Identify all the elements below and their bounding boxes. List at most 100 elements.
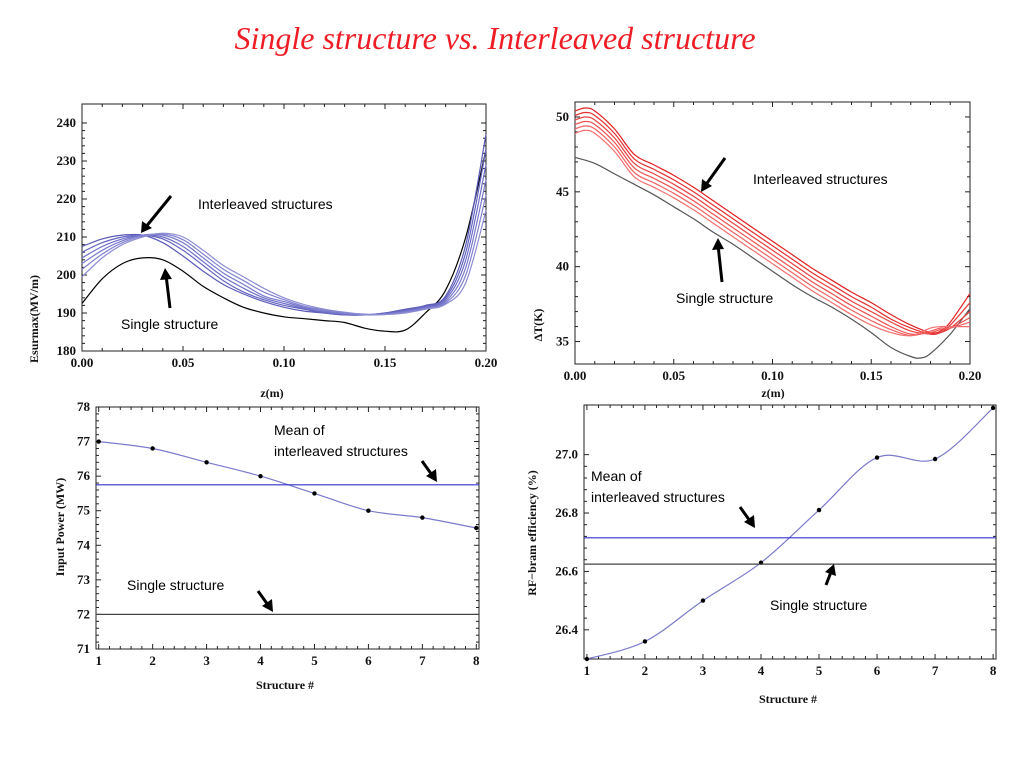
- arrow-single: [824, 571, 833, 586]
- y-tick-label: 71: [77, 641, 90, 656]
- x-axis-label: Structure #: [759, 692, 817, 706]
- series-line-2: [574, 111, 971, 335]
- x-axis-label: Structure #: [256, 678, 314, 692]
- data-point: [420, 515, 425, 520]
- chart-rf-beam-efficiency: 1 2 3 4 5 6 7 8 26.4 26.6 26.8 27.0 Mean of interle…: [525, 404, 997, 706]
- y-tick-label: 35: [556, 334, 570, 349]
- y-tick-label: 72: [77, 606, 90, 621]
- x-tick-label: 5: [816, 663, 823, 678]
- data-point: [874, 455, 880, 460]
- arrow-single: [256, 590, 270, 606]
- y-tick-label: 220: [57, 191, 77, 206]
- x-tick-label: 0.15: [374, 355, 397, 370]
- data-point: [474, 525, 479, 531]
- x-axis-label: z(m): [761, 386, 784, 400]
- x-tick-label: 8: [473, 653, 480, 668]
- y-tick-label: 77: [77, 434, 91, 449]
- y-tick-label: 26.6: [555, 563, 578, 578]
- plot-frame: [95, 406, 480, 650]
- y-axis-label: ΔT(K): [531, 309, 545, 342]
- y-tick-label: 73: [77, 572, 91, 587]
- series-line-6: [81, 210, 487, 316]
- data-point: [312, 491, 317, 496]
- y-tick-label: 230: [57, 153, 77, 168]
- data-point: [816, 507, 822, 513]
- y-axis-label: RF−bram efficiency (%): [525, 470, 539, 595]
- x-tick-label: 0.05: [662, 368, 685, 383]
- data-point: [584, 656, 590, 662]
- plot-frame: [583, 404, 997, 660]
- y-axis-label: Esurmax(MV/m): [27, 275, 41, 363]
- x-tick-label: 6: [365, 653, 372, 668]
- annotation-single: Single structure: [770, 597, 867, 613]
- x-axis-label: z(m): [260, 386, 283, 400]
- series-line-0: [574, 156, 971, 359]
- data-point: [150, 446, 155, 451]
- data-point: [990, 405, 996, 411]
- y-tick-label: 190: [57, 305, 77, 320]
- y-tick-label: 26.4: [555, 622, 578, 637]
- x-tick-label: 1: [584, 663, 591, 678]
- data-point: [932, 456, 938, 462]
- y-tick-label: 26.8: [555, 505, 578, 520]
- annotation-mean-line1: Mean of: [591, 468, 642, 484]
- series-line-0: [586, 407, 994, 660]
- y-tick-label: 240: [57, 115, 77, 130]
- series-line-1: [574, 107, 971, 334]
- page-title: Single structure vs. Interleaved structu…: [234, 20, 756, 56]
- arrow-mean: [738, 506, 752, 522]
- arrowhead-mean: [744, 515, 755, 528]
- y-tick-label: 75: [77, 503, 91, 518]
- arrow-single: [164, 274, 172, 309]
- plot-area: 0.00 0.05 0.10 0.15 0.20 180 190 200 210 220 230 24…: [57, 103, 498, 370]
- x-tick-label: 0.00: [71, 355, 94, 370]
- y-tick-label: 200: [57, 267, 77, 282]
- series-line-6: [574, 129, 970, 337]
- data-point: [96, 439, 101, 444]
- y-tick-label: 50: [556, 109, 569, 124]
- chart-delta-t: 0.00 0.05 0.10 0.15 0.20 35 40 45 50 Interleaved…: [531, 101, 981, 400]
- x-tick-label: 1: [95, 653, 102, 668]
- annotation-single: Single structure: [127, 577, 224, 593]
- x-tick-label: 7: [419, 653, 426, 668]
- y-tick-label: 78: [77, 399, 91, 414]
- x-tick-label: 6: [874, 663, 881, 678]
- series-line-5: [81, 195, 487, 316]
- arrow-mean: [420, 460, 434, 476]
- y-tick-label: 74: [77, 537, 91, 552]
- x-tick-label: 7: [932, 663, 939, 678]
- y-tick-label: 45: [556, 184, 570, 199]
- series-line-1: [81, 134, 487, 316]
- data-point: [204, 460, 209, 465]
- plot-area: 1 2 3 4 5 6 7 8 26.4 26.6 26.8 27.0: [555, 404, 997, 678]
- data-point: [258, 473, 263, 479]
- arrowhead-mean: [426, 469, 437, 482]
- series-line-0: [81, 149, 487, 333]
- y-tick-label: 40: [556, 259, 569, 274]
- data-point: [700, 598, 706, 603]
- series-line-3: [81, 164, 487, 316]
- x-tick-label: 0.10: [761, 368, 784, 383]
- arrow-interleaved: [703, 157, 727, 187]
- y-tick-label: 27.0: [555, 447, 578, 462]
- x-tick-label: 0.00: [564, 368, 587, 383]
- arrowhead-single: [262, 599, 273, 612]
- x-tick-label: 4: [758, 663, 765, 678]
- data-point: [366, 508, 371, 513]
- data-point: [642, 639, 648, 644]
- annotation-interleaved: Interleaved structures: [753, 171, 888, 187]
- series-line-5: [574, 125, 971, 337]
- arrowhead-single: [160, 268, 172, 280]
- x-tick-label: 0.15: [860, 368, 883, 383]
- annotation-mean-line2: interleaved structures: [591, 489, 725, 505]
- series-line-2: [81, 149, 487, 316]
- x-tick-label: 3: [203, 653, 210, 668]
- arrowhead-interleaved: [141, 221, 152, 233]
- annotation-single: Single structure: [676, 290, 773, 306]
- x-tick-label: 0.10: [273, 355, 296, 370]
- x-tick-label: 8: [990, 663, 997, 678]
- x-tick-label: 0.20: [475, 355, 498, 370]
- y-axis-label: Input Power (MW): [53, 478, 67, 576]
- x-tick-label: 2: [642, 663, 649, 678]
